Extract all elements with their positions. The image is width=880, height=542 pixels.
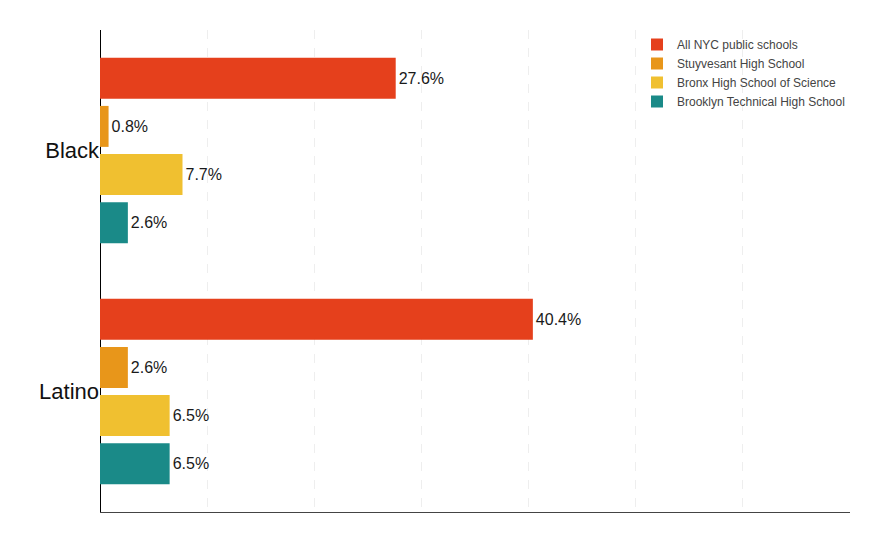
svg-text:0.8%: 0.8% — [112, 118, 148, 135]
svg-text:Brooklyn Technical High School: Brooklyn Technical High School — [677, 95, 845, 109]
svg-text:40.4%: 40.4% — [536, 311, 581, 328]
svg-text:2.6%: 2.6% — [131, 214, 167, 231]
svg-text:7.7%: 7.7% — [186, 166, 222, 183]
svg-text:6.5%: 6.5% — [173, 407, 209, 424]
svg-text:Latino: Latino — [39, 379, 99, 404]
svg-text:6.5%: 6.5% — [173, 455, 209, 472]
svg-text:All NYC public schools: All NYC public schools — [677, 38, 798, 52]
svg-text:Black: Black — [45, 138, 100, 163]
svg-text:2.6%: 2.6% — [131, 359, 167, 376]
svg-text:Bronx High School of Science: Bronx High School of Science — [677, 76, 836, 90]
svg-text:27.6%: 27.6% — [399, 70, 444, 87]
svg-text:Stuyvesant High School: Stuyvesant High School — [677, 57, 804, 71]
